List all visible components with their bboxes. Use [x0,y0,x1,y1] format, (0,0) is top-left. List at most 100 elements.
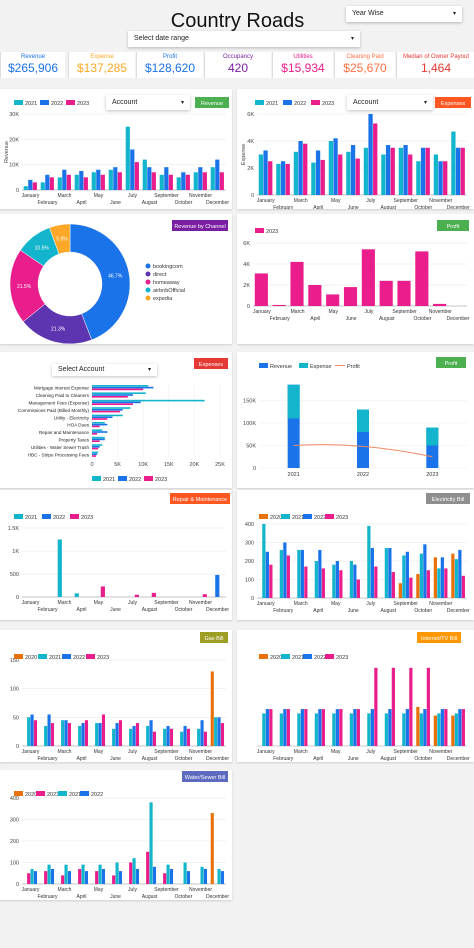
bar [186,871,191,884]
bar [437,568,441,598]
chart-badge-label: Internet/TV Bill [421,636,457,642]
bar [335,561,339,598]
bar [30,868,34,884]
x-tick-label: 5K [114,462,121,468]
legend-label: 2021 [69,792,81,798]
bar [176,177,181,190]
y-tick-label: 1.5K [8,526,20,532]
legend-swatch [303,514,312,519]
x-tick-label: July [128,600,137,606]
x-tick-label: July [128,193,137,199]
x-tick-label: January [22,193,40,199]
kpi-value: 1,464 [420,61,452,75]
x-tick-label: March [58,749,72,755]
bar [132,858,136,884]
bar [30,714,34,746]
bar [181,172,186,190]
bar [219,172,224,190]
x-tick-label: December [206,756,229,762]
x-tick-label: March [291,309,305,315]
kpi-label: Median of Owner Payout [402,54,470,60]
x-tick-label: December [447,608,470,614]
x-tick-label: October [175,894,193,900]
bar [398,583,402,598]
year-wise-dropdown[interactable]: Year Wise ▾ [346,6,462,22]
kpi-label: Expense [90,54,114,60]
bar [357,409,369,432]
bar [168,174,173,190]
bar [81,864,85,884]
bar [315,150,321,195]
legend-label: 2022 [91,792,103,798]
bar [390,147,395,195]
x-tick-label: August [380,608,396,614]
bar [33,720,38,746]
y-tick-label: 400 [10,796,19,802]
x-tick-label: October [414,316,432,322]
kpi-value: $128,620 [144,61,196,75]
bar [373,123,378,195]
y-tick-label: Repair and Maintenance [39,430,89,435]
account-dropdown[interactable]: Account ▾ [106,95,190,110]
y-tick-label: 30K [9,112,19,118]
legend-label: 2022 [129,477,141,483]
chart-badge [437,220,469,231]
legend-swatch [86,654,95,659]
bar [92,429,103,432]
date-range-picker[interactable]: Select date range ▾ [128,31,360,47]
y-tick-label: Cleaning Paid to Cleaners [36,393,90,398]
kpi-card: Occupancy 420 [204,52,271,78]
select-account-dropdown[interactable]: Select Account ▾ [52,364,157,376]
bar [92,392,146,395]
bar [279,549,283,598]
bar [23,186,28,190]
kpi-value: $15,934 [281,61,325,75]
bar [262,524,266,598]
expense-category-chart: 0 5K 10K 15K 20K 25K Mortgage Interest Expense… [18,358,228,483]
bar [263,150,268,195]
bar [276,163,281,195]
bar [308,285,322,306]
expenses-chart-panel: Account ▾ 0 2K 4K 6K Expense January February Ma… [237,89,474,211]
bar [444,709,448,746]
bar [350,145,356,195]
y-tick-label: 400 [245,522,254,528]
legend-label: direct [153,272,167,278]
account-dropdown[interactable]: Account ▾ [347,95,433,110]
bar [333,138,338,195]
bar [92,431,108,433]
bar [433,557,437,598]
bar [47,864,51,884]
legend-label: 2022 [294,101,306,107]
bar [183,862,187,884]
bar [92,422,105,424]
bar [92,455,97,457]
bar [455,147,461,195]
y-axis-label: Revenue [4,141,10,163]
y-tick-label: 50K [246,444,256,450]
bar [349,561,353,598]
bar [117,172,122,190]
chart-badge [417,632,461,643]
bar [269,709,273,746]
legend-swatch [14,100,23,105]
bar [134,594,139,597]
bar [98,723,102,746]
legend-label: 2021 [49,655,61,661]
x-tick-label: April [313,608,323,614]
bar [265,551,269,598]
bar [92,388,144,391]
bar [159,174,164,190]
bar [169,728,174,746]
bar [272,304,286,306]
bar [44,871,48,884]
bar [203,731,208,746]
chart-badge [195,97,229,108]
y-tick-label: 1K [12,549,19,555]
x-tick-label: January [257,749,275,755]
bar [146,851,150,884]
bar [92,403,133,406]
water-panel: 0 100 200 300 400 January February March April Ma… [0,770,232,900]
